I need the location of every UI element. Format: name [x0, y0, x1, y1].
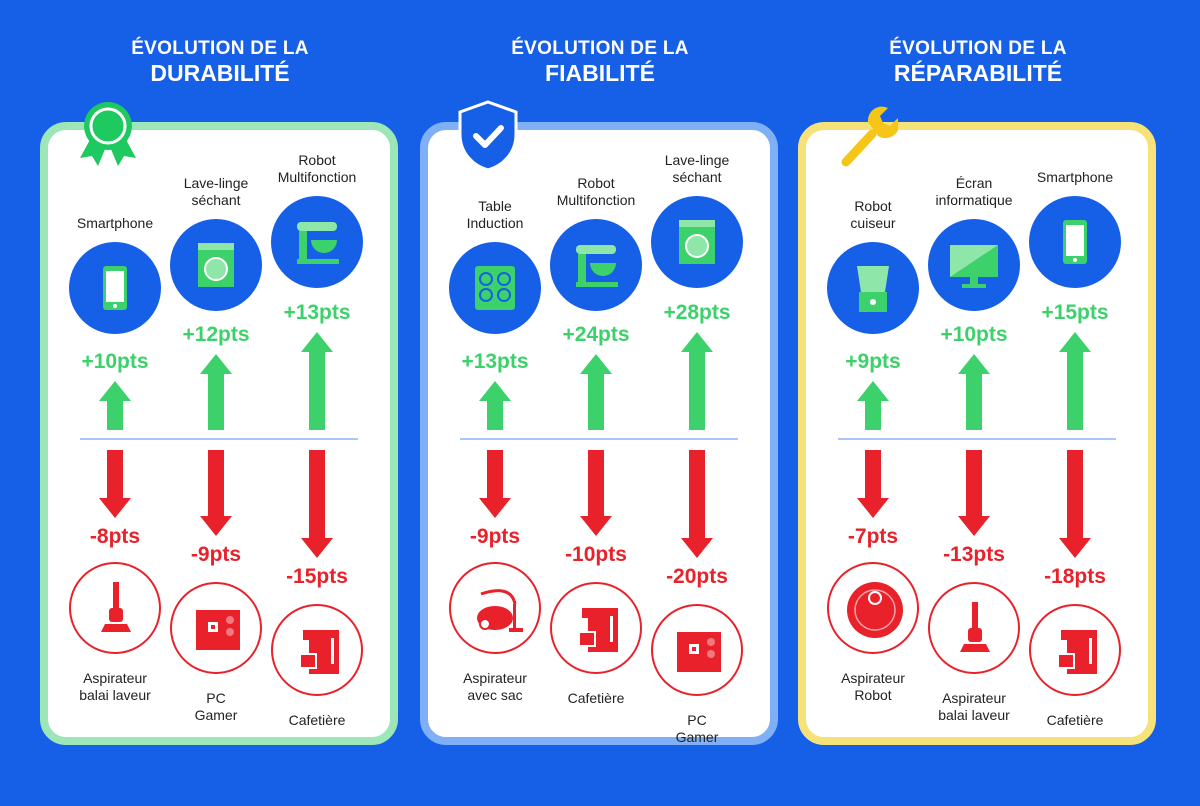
arrow-down-icon: [478, 450, 512, 523]
title-line1: ÉVOLUTION DE LA: [889, 38, 1067, 59]
item-label: Robot cuiseur: [850, 198, 896, 231]
title-line2: FIABILITÉ: [545, 59, 655, 86]
title-line1: ÉVOLUTION DE LA: [131, 38, 309, 59]
coffee-maker-icon: [550, 582, 642, 674]
washing-machine-icon: [170, 219, 262, 311]
item-label: Écran informatique: [935, 175, 1013, 208]
score-change: +10pts: [81, 350, 149, 373]
canister-vacuum-icon: [449, 562, 541, 654]
title-line1: ÉVOLUTION DE LA: [511, 38, 689, 59]
divider: [80, 438, 358, 440]
item-label: Table Induction: [466, 198, 524, 231]
arrow-down-icon: [680, 450, 714, 563]
arrow-up-icon: [478, 381, 512, 435]
arrow-up-icon: [680, 332, 714, 435]
item-label: Smartphone: [1036, 169, 1114, 185]
smartphone-icon: [1029, 196, 1121, 288]
item-label: Smartphone: [76, 215, 154, 231]
washing-machine-icon: [651, 196, 743, 288]
item-label: Lave-linge séchant: [183, 175, 249, 208]
item-label: Cafetière: [1046, 712, 1104, 728]
arrow-down-icon: [300, 450, 334, 563]
score-change: -15pts: [286, 565, 348, 588]
arrow-down-icon: [199, 450, 233, 541]
arrow-down-icon: [957, 450, 991, 541]
score-change: +28pts: [663, 301, 731, 324]
arrow-up-icon: [199, 354, 233, 435]
score-change: -18pts: [1044, 565, 1106, 588]
score-change: +13pts: [461, 350, 529, 373]
wrench-icon: [834, 100, 900, 172]
item-label: Lave-linge séchant: [664, 152, 730, 185]
title-line2: RÉPARABILITÉ: [893, 59, 1063, 86]
coffee-maker-icon: [1029, 604, 1121, 696]
award-ribbon-icon: [76, 100, 140, 172]
score-change: +24pts: [562, 323, 630, 346]
panel-title: ÉVOLUTION DE LA RÉPARABILITÉ: [798, 38, 1158, 86]
title-line2: DURABILITÉ: [150, 59, 290, 86]
stand-mixer-icon: [550, 219, 642, 311]
score-change: -20pts: [666, 565, 728, 588]
arrow-down-icon: [1058, 450, 1092, 563]
panel-title: ÉVOLUTION DE LA FIABILITÉ: [420, 38, 780, 86]
score-change: -13pts: [943, 543, 1005, 566]
divider: [838, 438, 1116, 440]
stick-vacuum-icon: [928, 582, 1020, 674]
arrow-up-icon: [579, 354, 613, 435]
induction-hob-icon: [449, 242, 541, 334]
score-change: -9pts: [190, 543, 242, 566]
item-label: Aspirateur balai laveur: [938, 690, 1010, 723]
arrow-down-icon: [856, 450, 890, 523]
item-label: Cafetière: [288, 712, 346, 728]
arrow-down-icon: [579, 450, 613, 541]
panel-title: ÉVOLUTION DE LA DURABILITÉ: [40, 38, 400, 86]
arrow-up-icon: [300, 332, 334, 435]
score-change: -10pts: [565, 543, 627, 566]
monitor-icon: [928, 219, 1020, 311]
score-change: +15pts: [1041, 301, 1109, 324]
pc-tower-icon: [170, 582, 262, 674]
stick-vacuum-icon: [69, 562, 161, 654]
food-processor-icon: [827, 242, 919, 334]
score-change: -9pts: [469, 525, 521, 548]
score-change: +10pts: [940, 323, 1008, 346]
arrow-up-icon: [1058, 332, 1092, 435]
score-change: -8pts: [89, 525, 141, 548]
coffee-maker-icon: [271, 604, 363, 696]
panel-0: Smartphone +10pts Lave-linge séchant +12pts…: [40, 102, 398, 745]
robot-vacuum-icon: [827, 562, 919, 654]
pc-tower-icon: [651, 604, 743, 696]
divider: [460, 438, 738, 440]
panel-1: Table Induction +13pts Robot Multifonction…: [420, 100, 778, 745]
score-change: +9pts: [845, 350, 901, 373]
item-label: PC Gamer: [675, 712, 719, 745]
arrow-up-icon: [98, 381, 132, 435]
score-change: -7pts: [847, 525, 899, 548]
arrow-up-icon: [856, 381, 890, 435]
smartphone-icon: [69, 242, 161, 334]
item-label: Aspirateur Robot: [841, 670, 905, 703]
item-label: Aspirateur avec sac: [463, 670, 527, 703]
stand-mixer-icon: [271, 196, 363, 288]
item-label: Aspirateur balai laveur: [79, 670, 151, 703]
arrow-up-icon: [957, 354, 991, 435]
shield-check-icon: [456, 100, 520, 172]
score-change: +12pts: [182, 323, 250, 346]
arrow-down-icon: [98, 450, 132, 523]
item-label: Robot Multifonction: [556, 175, 636, 208]
item-label: Cafetière: [567, 690, 625, 706]
item-label: Robot Multifonction: [277, 152, 357, 185]
item-label: PC Gamer: [194, 690, 238, 723]
panel-2: Robot cuiseur +9pts Écran informatique +10p…: [798, 106, 1156, 745]
score-change: +13pts: [283, 301, 351, 324]
